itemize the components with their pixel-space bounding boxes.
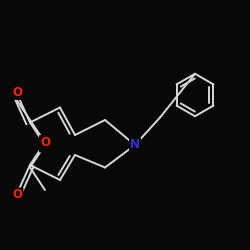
Text: O: O: [12, 188, 22, 202]
Text: O: O: [40, 136, 50, 149]
Text: O: O: [40, 138, 50, 151]
Text: N: N: [130, 138, 140, 151]
Text: O: O: [12, 86, 22, 99]
